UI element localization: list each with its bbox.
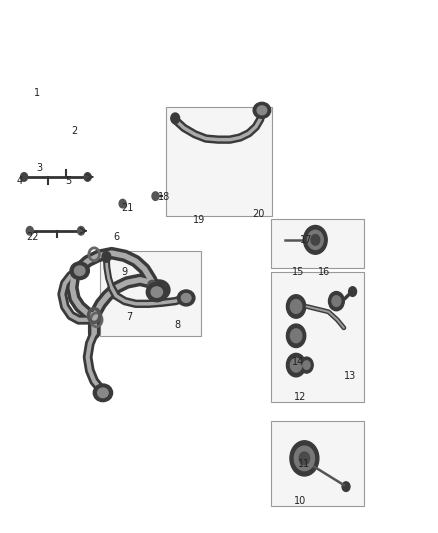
Circle shape [286,324,306,348]
Circle shape [148,280,156,291]
Text: 13: 13 [344,371,357,381]
Text: 22: 22 [27,232,39,242]
Bar [100,251,201,336]
Circle shape [300,357,313,373]
Text: 10: 10 [294,496,306,506]
Circle shape [342,482,350,491]
Ellipse shape [151,287,162,297]
Text: 17: 17 [300,235,313,245]
Circle shape [311,235,320,245]
Text: 2: 2 [71,126,78,135]
Bar [271,219,364,268]
Circle shape [102,252,111,262]
Bar [153,285,164,291]
Circle shape [152,192,159,200]
Ellipse shape [181,294,191,302]
Text: 1: 1 [34,88,40,98]
Text: 20: 20 [252,209,265,219]
Text: 11: 11 [298,459,311,469]
Text: 4: 4 [17,176,23,186]
Text: 3: 3 [36,163,42,173]
Ellipse shape [153,285,165,295]
Circle shape [307,230,323,249]
Text: 12: 12 [294,392,306,402]
Text: 14: 14 [292,358,304,367]
Ellipse shape [177,290,195,306]
Circle shape [304,225,327,254]
Circle shape [286,295,306,318]
Circle shape [332,296,341,306]
Circle shape [349,287,357,296]
Ellipse shape [98,388,108,398]
Ellipse shape [148,280,170,300]
Circle shape [286,353,306,377]
Ellipse shape [257,106,267,115]
Circle shape [303,361,310,369]
Circle shape [290,358,302,372]
Ellipse shape [146,282,167,302]
Text: 15: 15 [292,267,304,277]
Text: 7: 7 [126,312,132,322]
Ellipse shape [253,102,271,118]
Circle shape [26,227,33,235]
Circle shape [21,173,28,181]
Circle shape [290,329,302,343]
Circle shape [171,113,180,124]
Circle shape [119,199,126,208]
Text: 5: 5 [65,176,71,186]
Text: 16: 16 [318,267,330,277]
Circle shape [290,441,319,476]
Bar [166,107,272,216]
Text: 18: 18 [158,192,170,202]
Text: 8: 8 [174,320,180,330]
Circle shape [294,446,314,471]
Bar [271,272,364,402]
Bar [271,421,364,506]
Text: 21: 21 [121,203,133,213]
Ellipse shape [74,266,85,276]
Circle shape [290,300,302,313]
Text: 19: 19 [193,215,205,224]
Circle shape [328,292,344,311]
Bar [152,284,165,292]
Circle shape [84,173,91,181]
Ellipse shape [93,384,113,402]
Circle shape [299,452,310,465]
Circle shape [78,227,85,235]
Ellipse shape [70,262,89,279]
Text: 6: 6 [113,232,119,242]
Text: 9: 9 [122,267,128,277]
